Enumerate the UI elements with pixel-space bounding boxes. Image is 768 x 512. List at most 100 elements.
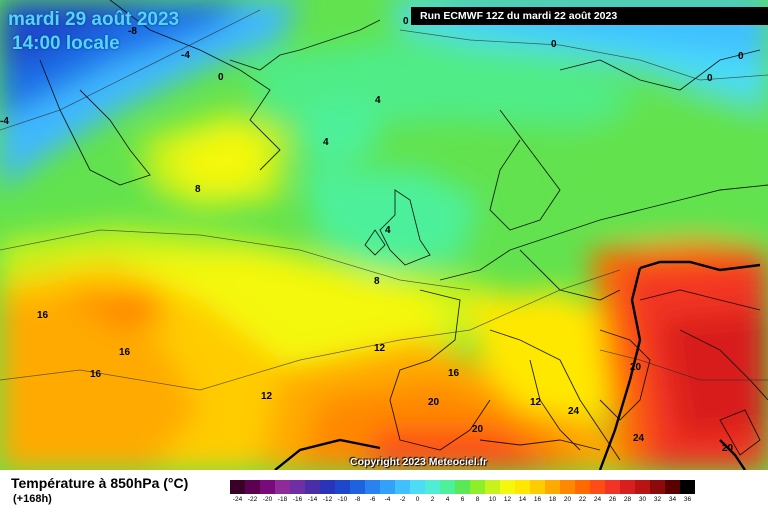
- scale-label: -24: [232, 496, 243, 503]
- scale-label: 6: [460, 496, 465, 503]
- scale-label: -20: [262, 496, 273, 503]
- isotherm-label: 0: [403, 16, 409, 27]
- copyright-text: Copyright 2023 Meteociel.fr: [350, 456, 488, 468]
- scale-label: 2: [430, 496, 435, 503]
- color-swatch: [620, 480, 635, 494]
- color-swatch: [245, 480, 260, 494]
- map-canvas: [0, 0, 768, 470]
- isotherm-label: 0: [738, 51, 744, 62]
- isotherm-label: -4: [0, 116, 9, 127]
- color-swatch: [650, 480, 665, 494]
- scale-label: 26: [608, 496, 617, 503]
- isotherm-label: 24: [568, 406, 580, 417]
- color-swatch: [380, 480, 395, 494]
- isotherm-label: -8: [128, 26, 137, 37]
- scale-label: -2: [399, 496, 406, 503]
- scale-label: -8: [354, 496, 361, 503]
- forecast-date: mardi 29 août 2023: [8, 9, 180, 30]
- isotherm-label: 16: [119, 347, 131, 358]
- color-swatch: [530, 480, 545, 494]
- isotherm-label: -4: [181, 50, 190, 61]
- color-swatch: [455, 480, 470, 494]
- isotherm-label: 24: [633, 433, 645, 444]
- color-swatch: [590, 480, 605, 494]
- isotherm-label: 4: [385, 225, 391, 236]
- color-swatch: [425, 480, 440, 494]
- color-swatch: [365, 480, 380, 494]
- color-swatch: [230, 480, 245, 494]
- scale-label: 4: [445, 496, 450, 503]
- color-swatch: [335, 480, 350, 494]
- isotherm-label: 0: [218, 72, 224, 83]
- color-swatch: [260, 480, 275, 494]
- isotherm-label: 12: [261, 391, 273, 402]
- scale-label: 0: [415, 496, 420, 503]
- scale-label: -18: [277, 496, 288, 503]
- scale-label: 34: [668, 496, 677, 503]
- isotherm-label: 8: [374, 276, 380, 287]
- scale-label: 24: [593, 496, 602, 503]
- color-swatch: [665, 480, 680, 494]
- color-scale: -24 -22 -20 -18 -16 -14 -12 -10 -8 -6 -4 -2 0 2 4 6 8 10 1…: [230, 480, 700, 505]
- scale-label: -6: [369, 496, 376, 503]
- color-swatch: [485, 480, 500, 494]
- color-swatch: [515, 480, 530, 494]
- model-run-label: Run ECMWF 12Z du mardi 22 août 2023: [411, 7, 768, 25]
- color-swatch: [395, 480, 410, 494]
- isotherm-label: 20: [428, 397, 440, 408]
- scale-label: 22: [578, 496, 587, 503]
- isotherm-label: 12: [374, 343, 386, 354]
- temperature-map: mardi 29 août 2023 14:00 locale Run ECMW…: [0, 0, 768, 470]
- isotherm-label: 20: [630, 362, 642, 373]
- color-swatch: [470, 480, 485, 494]
- scale-label: 36: [683, 496, 692, 503]
- color-swatch: [680, 480, 695, 494]
- scale-label: 10: [488, 496, 497, 503]
- scale-label: 32: [653, 496, 662, 503]
- isotherm-label: 16: [448, 368, 460, 379]
- scale-label: 30: [638, 496, 647, 503]
- scale-label: 20: [563, 496, 572, 503]
- scale-label: -4: [384, 496, 391, 503]
- color-swatch: [440, 480, 455, 494]
- scale-label: 8: [475, 496, 480, 503]
- scale-label: -22: [247, 496, 258, 503]
- isotherm-label: 4: [323, 137, 329, 148]
- isotherm-label: 20: [472, 424, 484, 435]
- isotherm-label: 20: [722, 443, 734, 454]
- color-swatch: [560, 480, 575, 494]
- forecast-time: 14:00 locale: [12, 33, 120, 54]
- scale-label: 12: [503, 496, 512, 503]
- isotherm-label: 12: [530, 397, 542, 408]
- scale-label: 14: [518, 496, 527, 503]
- isotherm-label: 4: [375, 95, 381, 106]
- legend-title: Température à 850hPa (°C): [11, 475, 189, 491]
- isotherm-lines: [274, 260, 761, 470]
- scale-label: -14: [307, 496, 318, 503]
- legend-footer: Température à 850hPa (°C) (+168h) -24 -22…: [0, 470, 768, 512]
- scale-label: 18: [548, 496, 557, 503]
- color-swatch: [635, 480, 650, 494]
- scale-label: -10: [337, 496, 348, 503]
- isotherm-label: 16: [90, 369, 102, 380]
- color-swatch: [305, 480, 320, 494]
- color-swatch: [350, 480, 365, 494]
- scale-label: 16: [533, 496, 542, 503]
- color-swatch: [545, 480, 560, 494]
- color-swatch: [410, 480, 425, 494]
- color-swatch: [500, 480, 515, 494]
- coastlines: [39, 0, 768, 461]
- isotherm-label: 8: [195, 184, 201, 195]
- color-swatch: [275, 480, 290, 494]
- isotherm-label: 16: [37, 310, 49, 321]
- color-swatch: [290, 480, 305, 494]
- scale-label: -12: [322, 496, 333, 503]
- forecast-offset: (+168h): [13, 493, 52, 505]
- color-swatch: [605, 480, 620, 494]
- isotherm-label: 0: [551, 39, 557, 50]
- color-swatch: [320, 480, 335, 494]
- isotherm-label: 0: [707, 73, 713, 84]
- scale-label: -16: [292, 496, 303, 503]
- scale-label: 28: [623, 496, 632, 503]
